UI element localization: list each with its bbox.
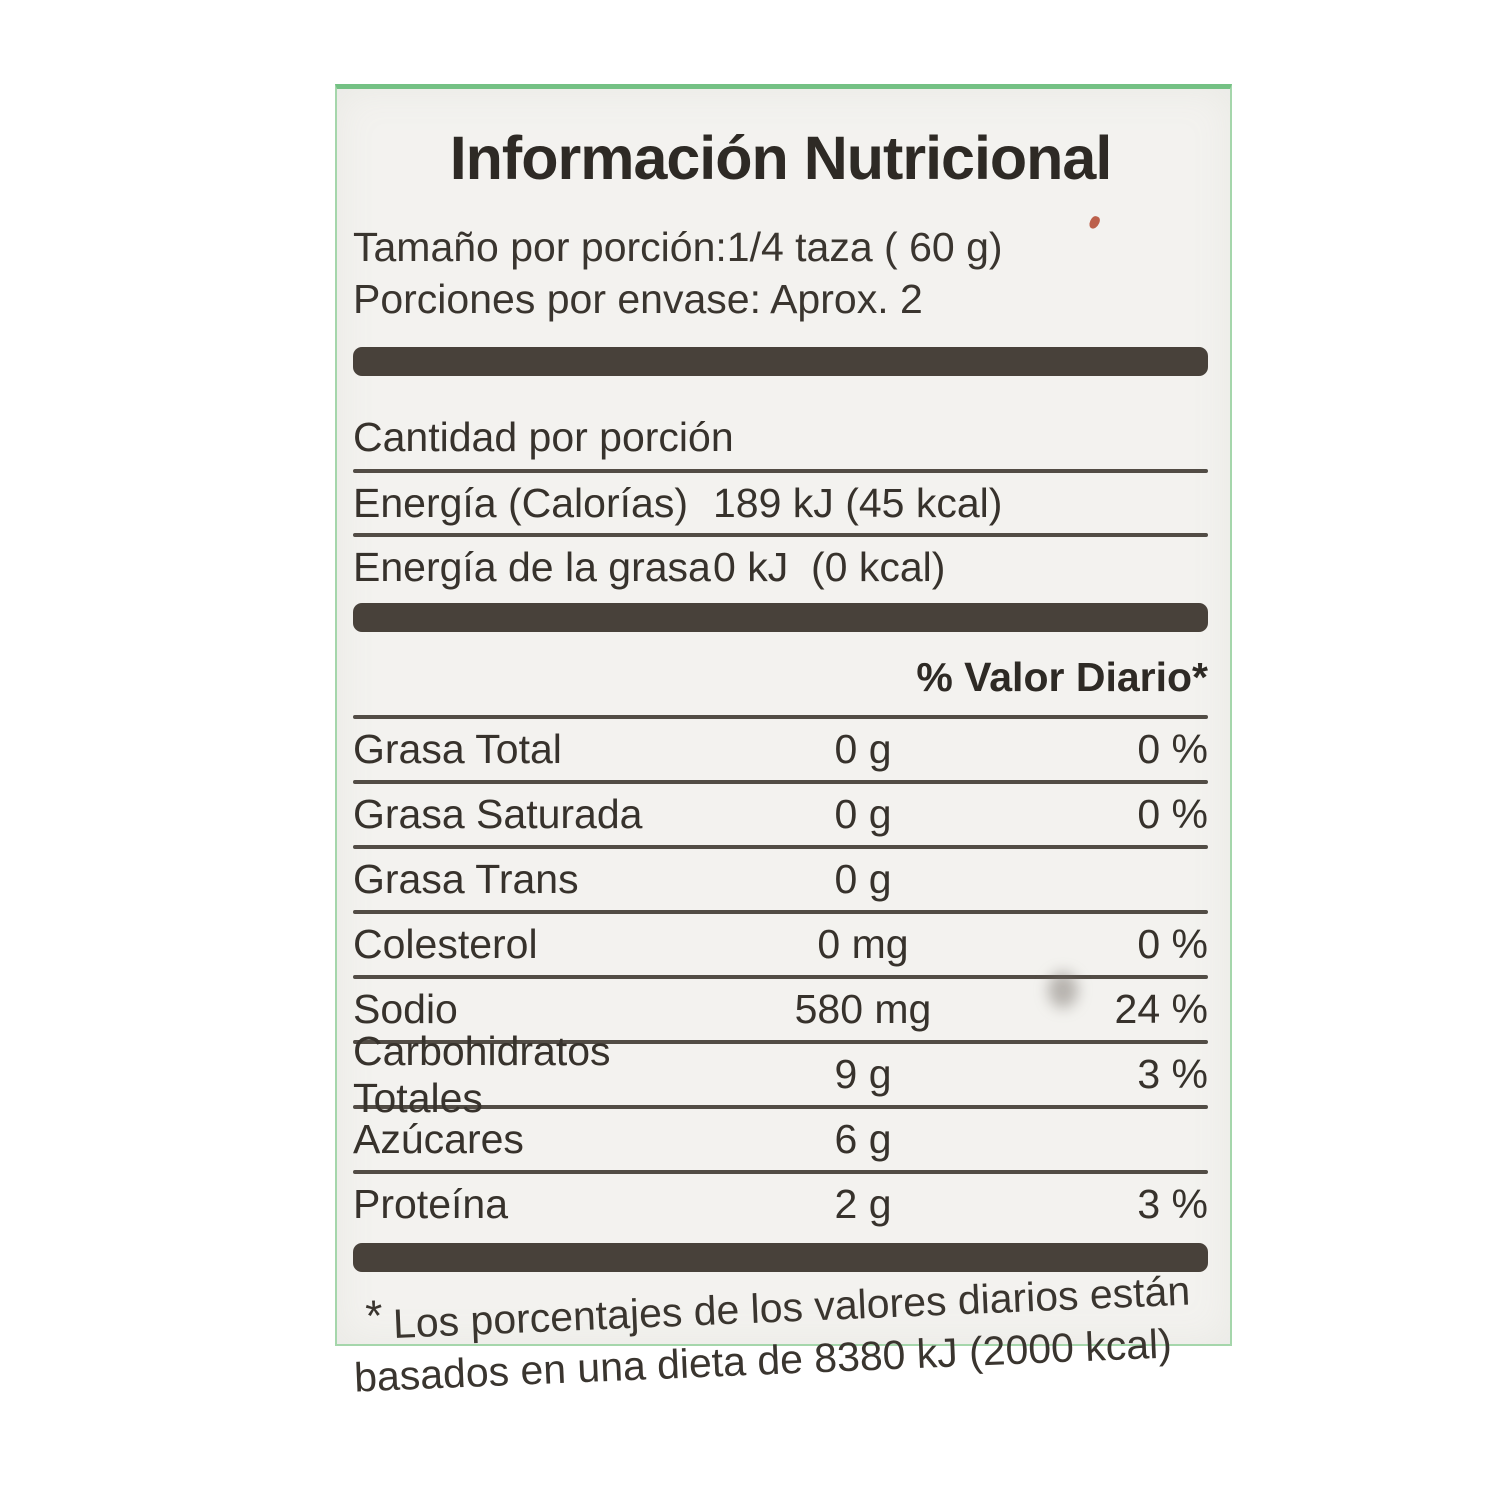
nutrient-daily-value: 0 %	[1137, 921, 1208, 967]
energy-calories-label: Energía (Calorías)	[353, 479, 688, 526]
nutrient-amount: 0 mg	[817, 921, 909, 967]
hairline	[353, 975, 1208, 979]
hairline	[353, 780, 1208, 784]
nutrient-amount: 0 g	[834, 791, 892, 837]
hairline	[353, 1170, 1208, 1174]
nutrient-name: Colesterol	[353, 921, 538, 967]
asterisk-marker: *	[364, 1291, 384, 1342]
nutrient-amount: 6 g	[834, 1116, 892, 1162]
nutrient-row-grasa-total: Grasa Total 0 g 0 %	[353, 719, 1208, 780]
nutrient-name: Azúcares	[353, 1116, 524, 1162]
nutrient-name: Sodio	[353, 986, 458, 1032]
amount-per-serving-heading: Cantidad por porción	[353, 414, 734, 460]
hairline	[353, 469, 1208, 473]
nutrient-daily-value: 0 %	[1137, 791, 1208, 837]
servings-per-container-text: Porciones por envase: Aprox. 2	[353, 276, 923, 322]
nutrient-daily-value: 3 %	[1137, 1181, 1208, 1227]
divider-bar-top	[353, 347, 1208, 376]
nutrient-daily-value: 3 %	[1137, 1051, 1208, 1097]
nutrient-amount: 0 g	[834, 856, 892, 902]
hairline	[353, 533, 1208, 537]
energy-row-fat: Energía de la grasa 0 kJ (0 kcal)	[353, 537, 1208, 597]
footnote: * Los porcentajes de los valores diarios …	[351, 1264, 1210, 1404]
nutrient-amount: 2 g	[834, 1181, 892, 1227]
energy-calories-value: 189 kJ (45 kcal)	[713, 479, 1003, 526]
nutrient-row-grasa-saturada: Grasa Saturada 0 g 0 %	[353, 784, 1208, 845]
nutrient-name: Grasa Trans	[353, 856, 579, 902]
serving-size-text: Tamaño por porción:1/4 taza ( 60 g)	[353, 224, 1003, 270]
divider-bar-middle	[353, 603, 1208, 632]
divider-bar-bottom	[353, 1243, 1208, 1272]
nutrient-row-carbohidratos: Carbohidratos Totales 9 g 3 %	[353, 1028, 1208, 1121]
nutrient-row-azucares: Azúcares 6 g	[353, 1109, 1208, 1170]
nutrient-amount: 9 g	[834, 1051, 892, 1097]
gray-smudge	[1048, 972, 1078, 1008]
nutrient-name: Proteína	[353, 1181, 508, 1227]
nutrient-daily-value: 0 %	[1137, 726, 1208, 772]
daily-value-header: % Valor Diario*	[916, 654, 1208, 700]
nutrient-name: Carbohidratos Totales	[353, 1027, 611, 1121]
nutrition-label: Información Nutricional Tamaño por porci…	[335, 84, 1232, 1401]
nutrient-row-grasa-trans: Grasa Trans 0 g	[353, 849, 1208, 910]
nutrient-row-sodio: Sodio 580 mg 24 %	[353, 979, 1208, 1040]
hairline	[353, 845, 1208, 849]
hairline	[353, 1105, 1208, 1109]
hairline	[353, 715, 1208, 719]
energy-fat-label: Energía de la grasa	[353, 543, 711, 590]
nutrient-daily-value: 24 %	[1114, 986, 1208, 1032]
nutrient-name: Grasa Saturada	[353, 791, 643, 837]
hairline	[353, 1040, 1208, 1044]
nutrient-name: Grasa Total	[353, 726, 562, 772]
energy-fat-value: 0 kJ (0 kcal)	[713, 543, 946, 590]
hairline	[353, 910, 1208, 914]
nutrient-row-colesterol: Colesterol 0 mg 0 %	[353, 914, 1208, 975]
energy-row-calories: Energía (Calorías) 189 kJ (45 kcal)	[353, 473, 1208, 533]
label-title: Información Nutricional	[449, 124, 1113, 192]
nutrient-row-proteina: Proteína 2 g 3 %	[353, 1174, 1208, 1235]
nutrient-amount: 0 g	[834, 726, 892, 772]
nutrient-amount: 580 mg	[794, 986, 932, 1032]
